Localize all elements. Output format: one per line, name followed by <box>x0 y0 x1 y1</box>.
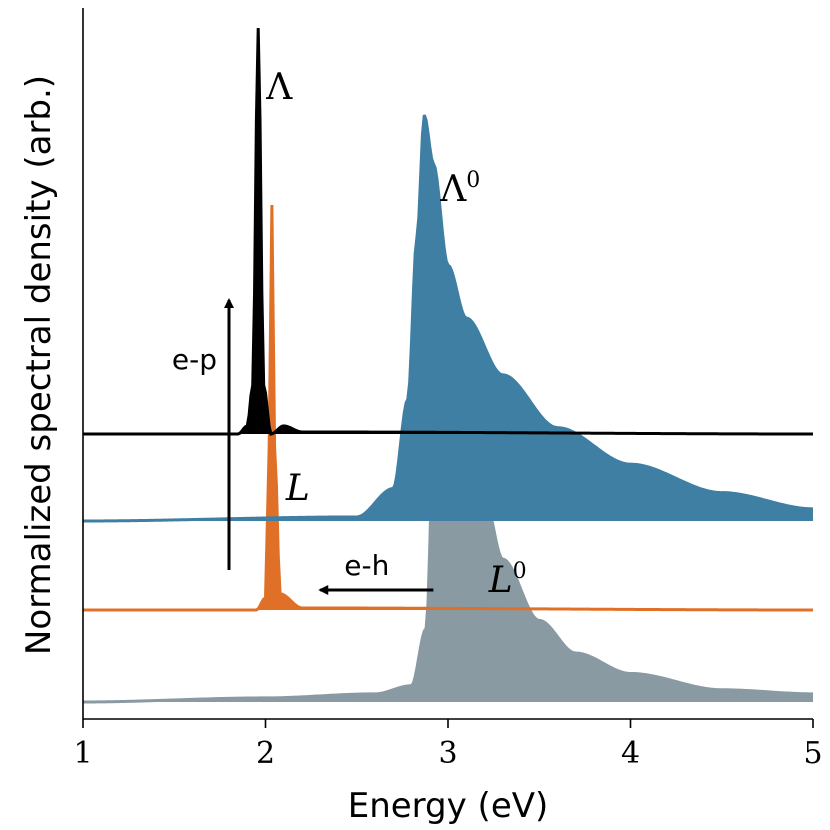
annotation-e-p: e-p <box>172 298 234 570</box>
annotation-e-h-label: e-h <box>344 549 389 582</box>
series-lambda0-label: Λ0 <box>439 168 480 210</box>
x-tick-label: 4 <box>621 736 640 771</box>
annotation-layer: e-p e-h <box>172 298 434 595</box>
series-l: L <box>83 204 813 612</box>
x-tick-label: 2 <box>256 736 275 771</box>
x-tick-label: 1 <box>73 736 92 771</box>
series-lambda-label: Λ <box>265 67 293 108</box>
x-ticks: 1 2 3 4 5 <box>73 719 823 771</box>
series-lambda0-area <box>83 115 813 521</box>
series-layer: L0 L Λ0 Λ <box>83 27 814 704</box>
series-lambda0: Λ0 <box>83 114 814 523</box>
series-l0-label: L0 <box>488 559 527 601</box>
y-axis-label: Normalized spectral density (arb.) <box>19 75 59 655</box>
x-axis-label: Energy (eV) <box>348 786 549 826</box>
series-lambda: Λ <box>83 27 813 436</box>
series-lambda0-line <box>83 114 814 523</box>
series-l-label: L <box>285 468 310 509</box>
series-lambda-line <box>83 27 813 436</box>
annotation-e-h: e-h <box>318 549 434 595</box>
series-l-line <box>83 204 813 612</box>
x-tick-label: 3 <box>438 736 457 771</box>
annotation-e-p-label: e-p <box>172 343 217 376</box>
x-tick-label: 5 <box>803 736 822 771</box>
